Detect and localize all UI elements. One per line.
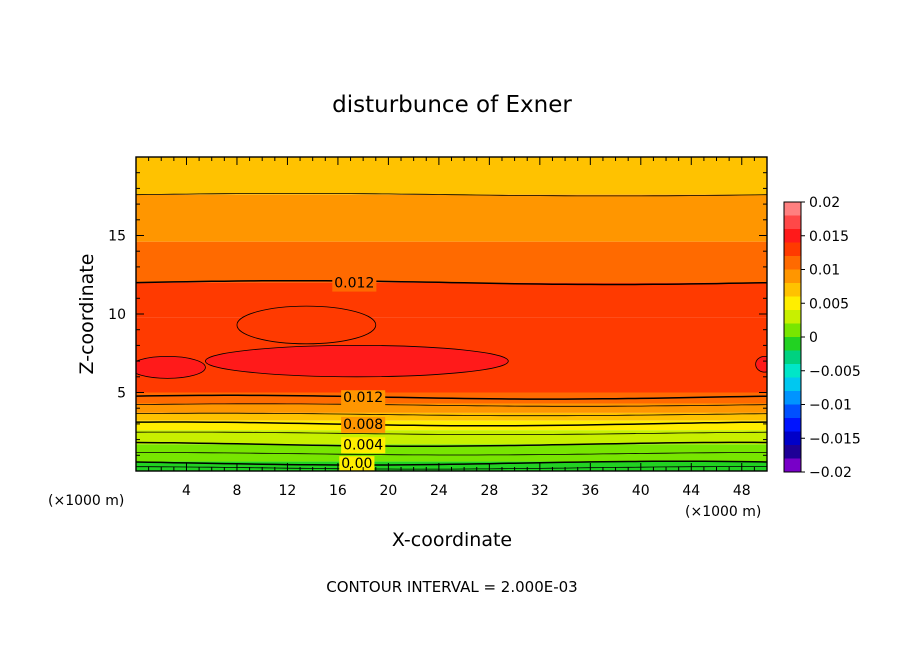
colorbar: 0.02 0.015 0.01 0.005 0 −0.005 −0.01 −0.015 −0.0…	[783, 195, 861, 481]
contour-label-bg	[339, 456, 375, 471]
x-tick-label: 20	[379, 483, 397, 499]
colorbar-label: −0.005	[809, 364, 861, 380]
contour-label: 0.00	[341, 456, 372, 472]
lobe-layer	[136, 305, 767, 379]
colorbar-swatch	[784, 256, 801, 270]
contour-line-labeled	[136, 441, 767, 447]
contour-line-labeled	[136, 460, 767, 466]
contour-band	[136, 194, 767, 242]
contour-band	[136, 282, 767, 318]
x-axis-title: X-coordinate	[392, 529, 512, 551]
colorbar-swatch	[784, 323, 801, 337]
contour-band	[136, 461, 767, 471]
contour-line	[136, 431, 767, 435]
colorbar-swatch	[784, 431, 801, 445]
contour-interval-note: CONTOUR INTERVAL = 2.000E-03	[326, 578, 577, 596]
contour-line	[136, 193, 767, 197]
contour-label: 0.012	[334, 276, 374, 292]
contour-label-bg	[341, 390, 386, 407]
colorbar-swatch	[784, 404, 801, 418]
x-right-unit: (×1000 m)	[685, 504, 761, 520]
contour-label-bg	[341, 437, 386, 454]
contour-label-bg	[341, 416, 386, 433]
contour-label: 0.004	[343, 437, 383, 453]
contour-lobe	[136, 355, 206, 379]
colorbar-swatch	[784, 242, 801, 256]
contour-line-labeled	[136, 279, 767, 286]
contour-line	[136, 452, 767, 456]
contour-lobe	[755, 355, 767, 373]
colorbar-label: −0.01	[809, 398, 852, 414]
x-tick-label: 36	[581, 483, 599, 499]
colorbar-label: 0.005	[809, 296, 849, 312]
colorbar-swatch	[784, 337, 801, 351]
colorbar-swatch	[784, 377, 801, 391]
contour-label: 0.012	[343, 390, 383, 406]
x-tick-label: 28	[480, 483, 498, 499]
contour-label-bg	[332, 275, 377, 292]
contour-line-labeled	[136, 394, 767, 400]
colorbar-swatch	[784, 458, 801, 472]
contour-band	[136, 157, 767, 195]
colorbar-swatch	[784, 350, 801, 364]
contour-band	[136, 241, 767, 283]
contour-band	[136, 444, 767, 462]
x-tick-label: 4	[182, 483, 191, 499]
contour-band	[136, 403, 767, 413]
y-tick-label: 15	[108, 229, 126, 245]
colorbar-swatch	[784, 445, 801, 459]
colorbar-swatch	[784, 229, 801, 243]
x-tick-label: 48	[733, 483, 751, 499]
colorbar-swatch	[784, 310, 801, 324]
colorbar-label: 0.015	[809, 229, 849, 245]
colorbar-swatch	[784, 418, 801, 432]
y-tick-label: 10	[108, 307, 126, 323]
x-tick-label: 8	[232, 483, 241, 499]
contour-layer	[136, 193, 767, 471]
x-left-unit: (×1000 m)	[48, 493, 124, 509]
x-tick-label: 16	[329, 483, 347, 499]
colorbar-swatches	[784, 202, 801, 472]
colorbar-label: 0.01	[809, 263, 840, 279]
colorbar-swatch	[784, 215, 801, 229]
contour-line	[136, 403, 767, 407]
contour-line-labeled	[136, 421, 767, 427]
contour-lobe	[236, 305, 377, 345]
colorbar-labels: 0.02 0.015 0.01 0.005 0 −0.005 −0.01 −0.015 −0.0…	[801, 195, 861, 481]
x-tick-label: 40	[632, 483, 650, 499]
colorbar-swatch	[784, 283, 801, 297]
contour-line	[136, 412, 767, 417]
x-tick-label: 24	[430, 483, 448, 499]
x-tick-label: 44	[682, 483, 700, 499]
colorbar-swatch	[784, 296, 801, 310]
x-tick-label: 12	[279, 483, 297, 499]
colorbar-label: −0.015	[809, 431, 861, 447]
contour-label: 0.008	[343, 417, 383, 433]
contour-lobe	[205, 344, 509, 378]
colorbar-swatch	[784, 269, 801, 283]
colorbar-label: 0.02	[809, 195, 840, 211]
contour-band	[136, 412, 767, 421]
colorbar-label: 0	[809, 330, 818, 346]
colorbar-swatch	[784, 202, 801, 216]
colorbar-swatch	[784, 364, 801, 378]
colorbar-label: −0.02	[809, 465, 852, 481]
colorbar-swatch	[784, 391, 801, 405]
x-tick-label: 32	[531, 483, 549, 499]
chart-title: disturbunce of Exner	[332, 92, 572, 118]
y-tick-label: 5	[117, 386, 126, 402]
y-axis-title: Z-coordinate	[76, 254, 98, 375]
